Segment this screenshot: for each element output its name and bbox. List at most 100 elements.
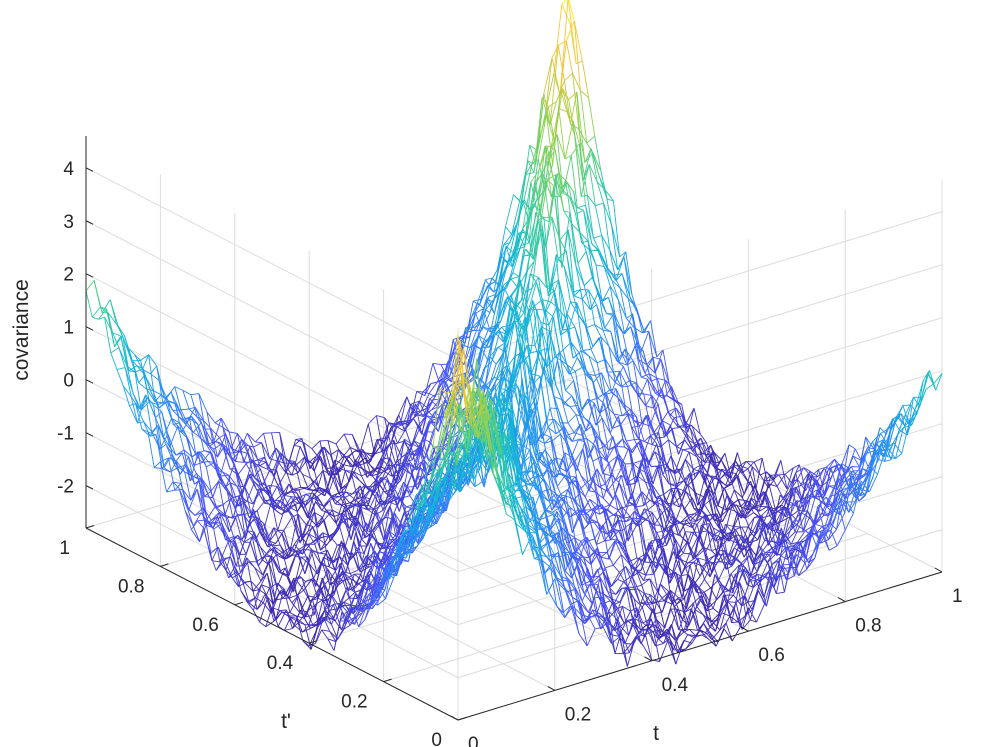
surface-mesh-segment bbox=[294, 549, 304, 557]
grid-line bbox=[85, 167, 459, 361]
surface-mesh-segment bbox=[367, 583, 375, 588]
surface-mesh-segment bbox=[309, 518, 317, 526]
surface-mesh-segment bbox=[234, 566, 244, 583]
surface-mesh-segment bbox=[586, 438, 595, 446]
surface-mesh-segment bbox=[601, 418, 609, 451]
surface-mesh-segment bbox=[410, 403, 418, 416]
surface-mesh-segment bbox=[299, 524, 307, 543]
surface-mesh-segment bbox=[613, 273, 623, 276]
surface-mesh-segment bbox=[595, 264, 605, 267]
surface-mesh-segment bbox=[586, 438, 594, 462]
surface-mesh-segment bbox=[661, 388, 669, 413]
surface-mesh-segment bbox=[323, 617, 332, 625]
surface-mesh-segment bbox=[311, 526, 320, 539]
surface-mesh-segment bbox=[192, 422, 202, 433]
surface-mesh-segment bbox=[563, 80, 572, 125]
surface-mesh-segment bbox=[163, 418, 173, 437]
surface-mesh-segment bbox=[298, 556, 308, 577]
surface-mesh-segment bbox=[461, 468, 469, 479]
surface-mesh-segment bbox=[593, 235, 602, 239]
surface-mesh-segment bbox=[289, 514, 299, 552]
surface-mesh-segment bbox=[577, 405, 587, 432]
surface-mesh-segment bbox=[590, 349, 598, 363]
surface-mesh-segment bbox=[549, 407, 559, 410]
surface-mesh-segment bbox=[641, 373, 650, 378]
surface-mesh-segment bbox=[309, 597, 317, 602]
surface-mesh-segment bbox=[539, 179, 549, 210]
surface-mesh-segment bbox=[561, 399, 571, 407]
surface-mesh-segment bbox=[258, 488, 268, 492]
surface-mesh-segment bbox=[321, 629, 329, 640]
surface-mesh-segment bbox=[240, 490, 248, 529]
surface-mesh-segment bbox=[325, 553, 332, 563]
surface-mesh-segment bbox=[255, 523, 265, 540]
surface-mesh-segment bbox=[509, 308, 519, 323]
surface-mesh-segment bbox=[603, 266, 613, 281]
surface-mesh-segment bbox=[420, 487, 430, 507]
surface-mesh-segment bbox=[368, 587, 378, 595]
surface-mesh-segment bbox=[558, 108, 568, 113]
surface-mesh-segment bbox=[122, 385, 132, 398]
grid-line bbox=[85, 220, 459, 414]
surface-mesh-segment bbox=[493, 356, 503, 378]
surface-mesh-segment bbox=[222, 497, 232, 505]
surface-mesh-segment bbox=[602, 329, 611, 333]
surface-mesh-segment bbox=[434, 513, 442, 525]
surface-mesh-segment bbox=[202, 479, 212, 492]
surface-mesh-segment bbox=[587, 398, 595, 404]
surface-mesh-segment bbox=[194, 512, 202, 516]
surface-mesh-segment bbox=[306, 480, 316, 489]
surface-mesh-segment bbox=[256, 561, 264, 576]
surface-mesh-segment bbox=[202, 507, 212, 521]
surface-mesh-segment bbox=[325, 604, 334, 610]
surface-mesh-segment bbox=[184, 471, 193, 477]
surface-mesh-segment bbox=[444, 339, 454, 378]
surface-mesh-segment bbox=[215, 440, 223, 445]
surface-mesh-segment bbox=[396, 464, 404, 470]
surface-mesh-segment bbox=[442, 400, 450, 422]
surface-mesh-segment bbox=[197, 520, 205, 529]
surface-mesh-segment bbox=[128, 365, 138, 372]
surface-mesh-segment bbox=[601, 372, 611, 391]
surface-mesh-segment bbox=[355, 532, 363, 562]
surface-mesh-segment bbox=[357, 491, 367, 509]
surface-mesh-segment bbox=[498, 389, 507, 398]
surface-mesh-segment bbox=[250, 488, 260, 514]
surface-mesh-segment bbox=[502, 432, 512, 455]
surface-mesh-segment bbox=[603, 403, 611, 434]
surface-mesh-segment bbox=[652, 357, 660, 396]
surface-mesh-segment bbox=[128, 405, 138, 424]
surface-mesh-segment bbox=[239, 450, 249, 455]
surface-mesh-segment bbox=[230, 498, 238, 515]
surface-mesh-segment bbox=[269, 582, 278, 589]
surface-mesh-segment bbox=[130, 396, 140, 410]
surface-mesh-segment bbox=[548, 330, 558, 361]
surface-mesh-segment bbox=[205, 519, 213, 561]
surface-mesh-segment bbox=[467, 420, 475, 424]
surface-mesh-segment bbox=[619, 371, 627, 411]
surface-mesh-segment bbox=[376, 540, 383, 546]
surface-mesh-segment bbox=[503, 241, 510, 246]
surface-mesh-segment bbox=[177, 425, 187, 436]
surface-mesh-segment bbox=[577, 204, 586, 209]
surface-mesh-segment bbox=[165, 444, 175, 465]
surface-mesh-segment bbox=[601, 372, 609, 408]
surface-mesh-segment bbox=[428, 381, 438, 394]
surface-mesh-segment bbox=[509, 228, 517, 243]
surface-mesh-segment bbox=[388, 530, 396, 536]
surface-mesh-segment bbox=[595, 265, 603, 302]
surface-mesh-segment bbox=[537, 114, 547, 160]
surface-mesh-segment bbox=[233, 439, 243, 454]
surface-mesh-segment bbox=[471, 325, 479, 329]
surface-mesh-segment bbox=[445, 376, 455, 382]
surface-mesh-segment bbox=[607, 198, 614, 202]
surface-mesh-segment bbox=[626, 345, 636, 366]
surface-mesh-segment bbox=[225, 540, 235, 571]
surface-mesh-segment bbox=[603, 202, 611, 250]
surface-mesh-segment bbox=[209, 516, 218, 526]
surface-mesh-segment bbox=[509, 232, 519, 263]
surface-mesh-segment bbox=[143, 421, 151, 437]
surface-mesh-segment bbox=[278, 567, 286, 573]
surface-mesh-segment bbox=[467, 422, 477, 428]
surface-mesh-segment bbox=[322, 532, 330, 567]
